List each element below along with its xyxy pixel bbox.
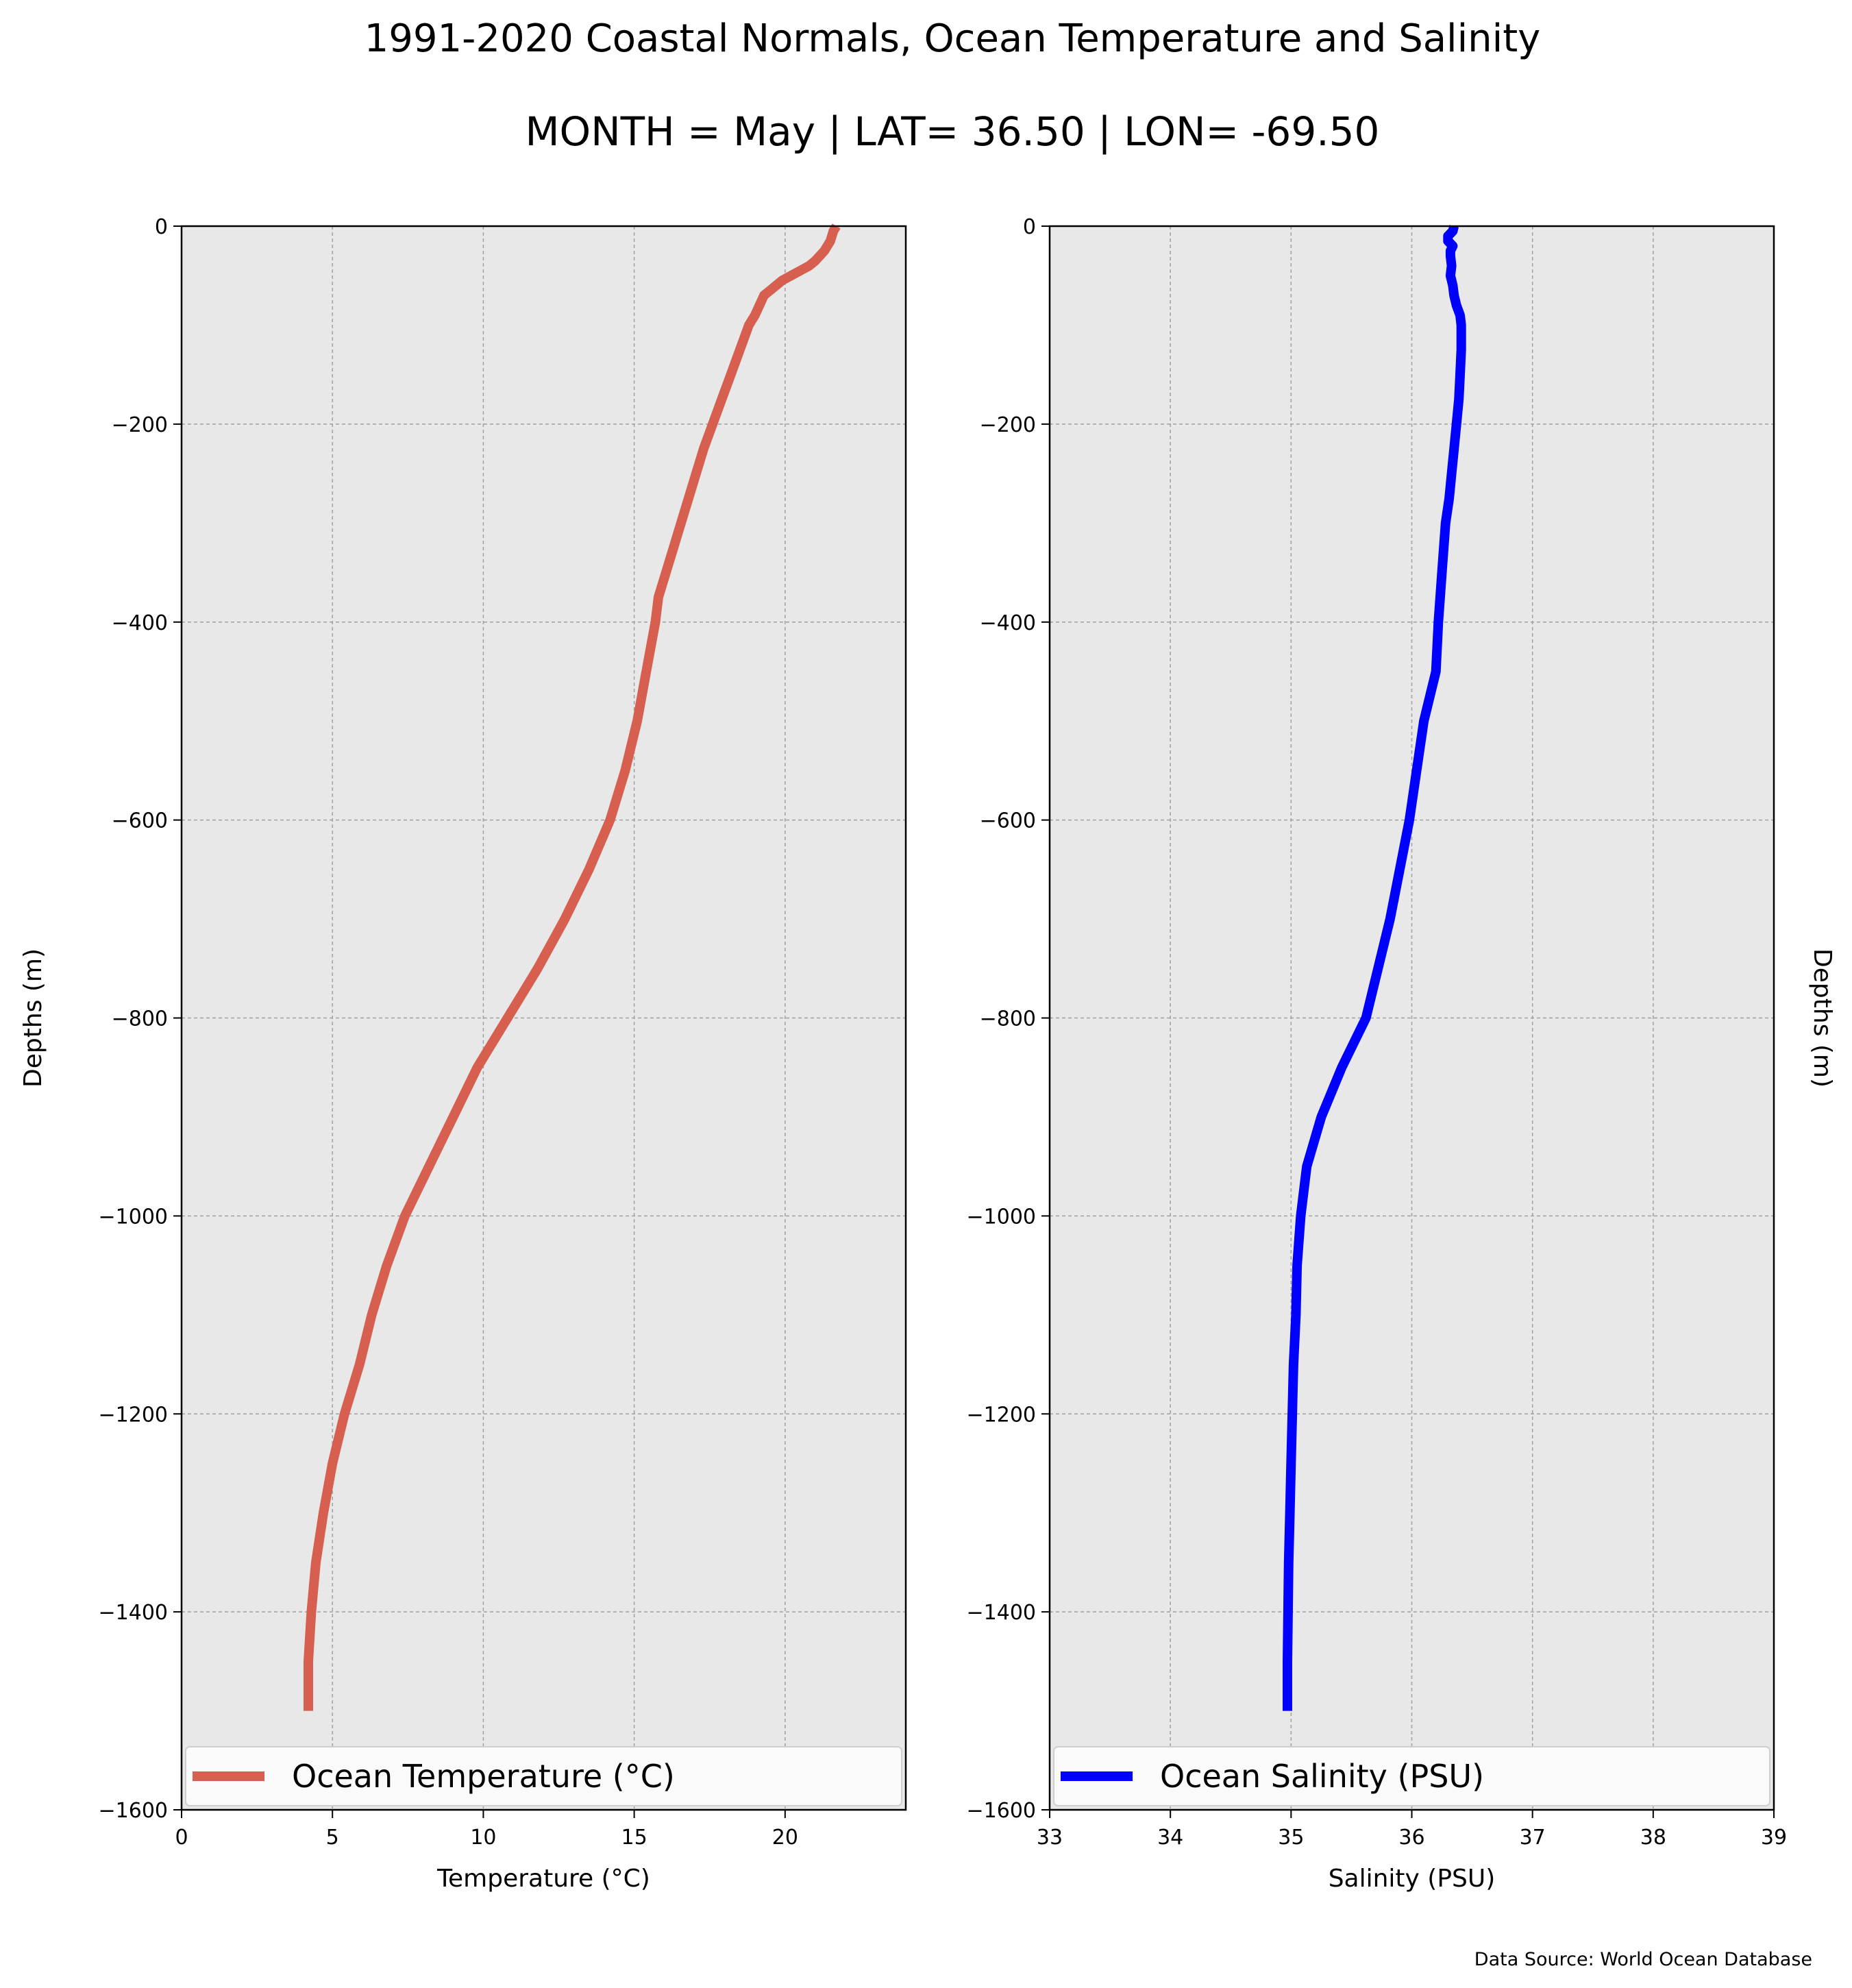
- chart-subtitle: MONTH = May | LAT= 36.50 | LON= -69.50: [526, 108, 1380, 155]
- salinity-y-axis-label: Depths (m): [1808, 948, 1836, 1088]
- sal-x-tick-label: 34: [1157, 1826, 1183, 1850]
- temperature-y-axis-label: Depths (m): [19, 948, 47, 1088]
- temp-y-tick-label: −400: [112, 611, 168, 635]
- temp-x-tick-label: 20: [772, 1826, 798, 1850]
- temperature-panel: 0 5 10 15 20 0 −200 −400 −600 −800 −1000 −1200 −1400…: [19, 215, 907, 1893]
- salinity-x-axis-label: Salinity (PSU): [1329, 1865, 1496, 1893]
- sal-x-tick-label: 36: [1398, 1826, 1424, 1850]
- temperature-legend-box: [185, 1746, 902, 1806]
- sal-x-tick-label: 38: [1640, 1826, 1666, 1850]
- temp-y-tick-label: 0: [155, 215, 168, 239]
- sal-x-tick-label: 39: [1761, 1826, 1787, 1850]
- temperature-legend: Ocean Temperature (°C): [185, 1746, 902, 1806]
- sal-x-tick-label: 35: [1278, 1826, 1304, 1850]
- sal-y-tick-label: −400: [980, 611, 1036, 635]
- salinity-panel: 33 34 35 36 37 38 39 0 −200 −400 −600 −800 −1000 −120…: [967, 215, 1836, 1893]
- sal-y-tick-label: −1600: [967, 1799, 1036, 1823]
- temp-y-tick-label: −1600: [99, 1799, 168, 1823]
- temp-y-tick-label: −800: [112, 1007, 168, 1031]
- temperature-profile-line: [304, 223, 841, 1711]
- temp-x-tick-label: 0: [175, 1826, 188, 1850]
- temp-y-tick-label: −200: [112, 413, 168, 437]
- sal-y-tick-label: 0: [1023, 215, 1036, 239]
- temp-y-tick-label: −600: [112, 809, 168, 833]
- temp-x-tick-label: 5: [326, 1826, 339, 1850]
- sal-x-tick-label: 33: [1037, 1826, 1063, 1850]
- temp-y-tick-label: −1400: [99, 1601, 168, 1625]
- temp-x-tick-label: 10: [470, 1826, 496, 1850]
- salinity-profile-line: [1283, 225, 1466, 1711]
- temp-y-tick-label: −1200: [99, 1403, 168, 1427]
- salinity-axes: 33 34 35 36 37 38 39 0 −200 −400 −600 −800 −1000 −120…: [967, 215, 1788, 1850]
- sal-y-tick-label: −200: [980, 413, 1036, 437]
- salinity-legend: Ocean Salinity (PSU): [1053, 1746, 1770, 1806]
- temperature-axes: 0 5 10 15 20 0 −200 −400 −600 −800 −1000 −1200 −1400…: [99, 215, 907, 1850]
- sal-axes-frame: [1048, 225, 1775, 1811]
- temperature-legend-label: Ocean Temperature (°C): [292, 1758, 675, 1795]
- temp-y-tick-label: −1000: [99, 1205, 168, 1229]
- temp-axes-frame: [180, 225, 907, 1811]
- sal-y-tick-label: −800: [980, 1007, 1036, 1031]
- sal-y-tick-label: −600: [980, 809, 1036, 833]
- chart-title: 1991-2020 Coastal Normals, Ocean Tempera…: [365, 16, 1541, 61]
- data-source-note: Data Source: World Ocean Database: [1474, 1949, 1812, 1970]
- salinity-legend-box: [1053, 1746, 1770, 1806]
- salinity-legend-label: Ocean Salinity (PSU): [1160, 1758, 1484, 1795]
- temp-x-tick-label: 15: [621, 1826, 647, 1850]
- sal-y-tick-label: −1400: [967, 1601, 1036, 1625]
- sal-y-tick-label: −1000: [967, 1205, 1036, 1229]
- temperature-x-axis-label: Temperature (°C): [436, 1865, 650, 1893]
- sal-x-tick-label: 37: [1520, 1826, 1546, 1850]
- sal-y-tick-label: −1200: [967, 1403, 1036, 1427]
- temperature-plot-area: [182, 226, 906, 1810]
